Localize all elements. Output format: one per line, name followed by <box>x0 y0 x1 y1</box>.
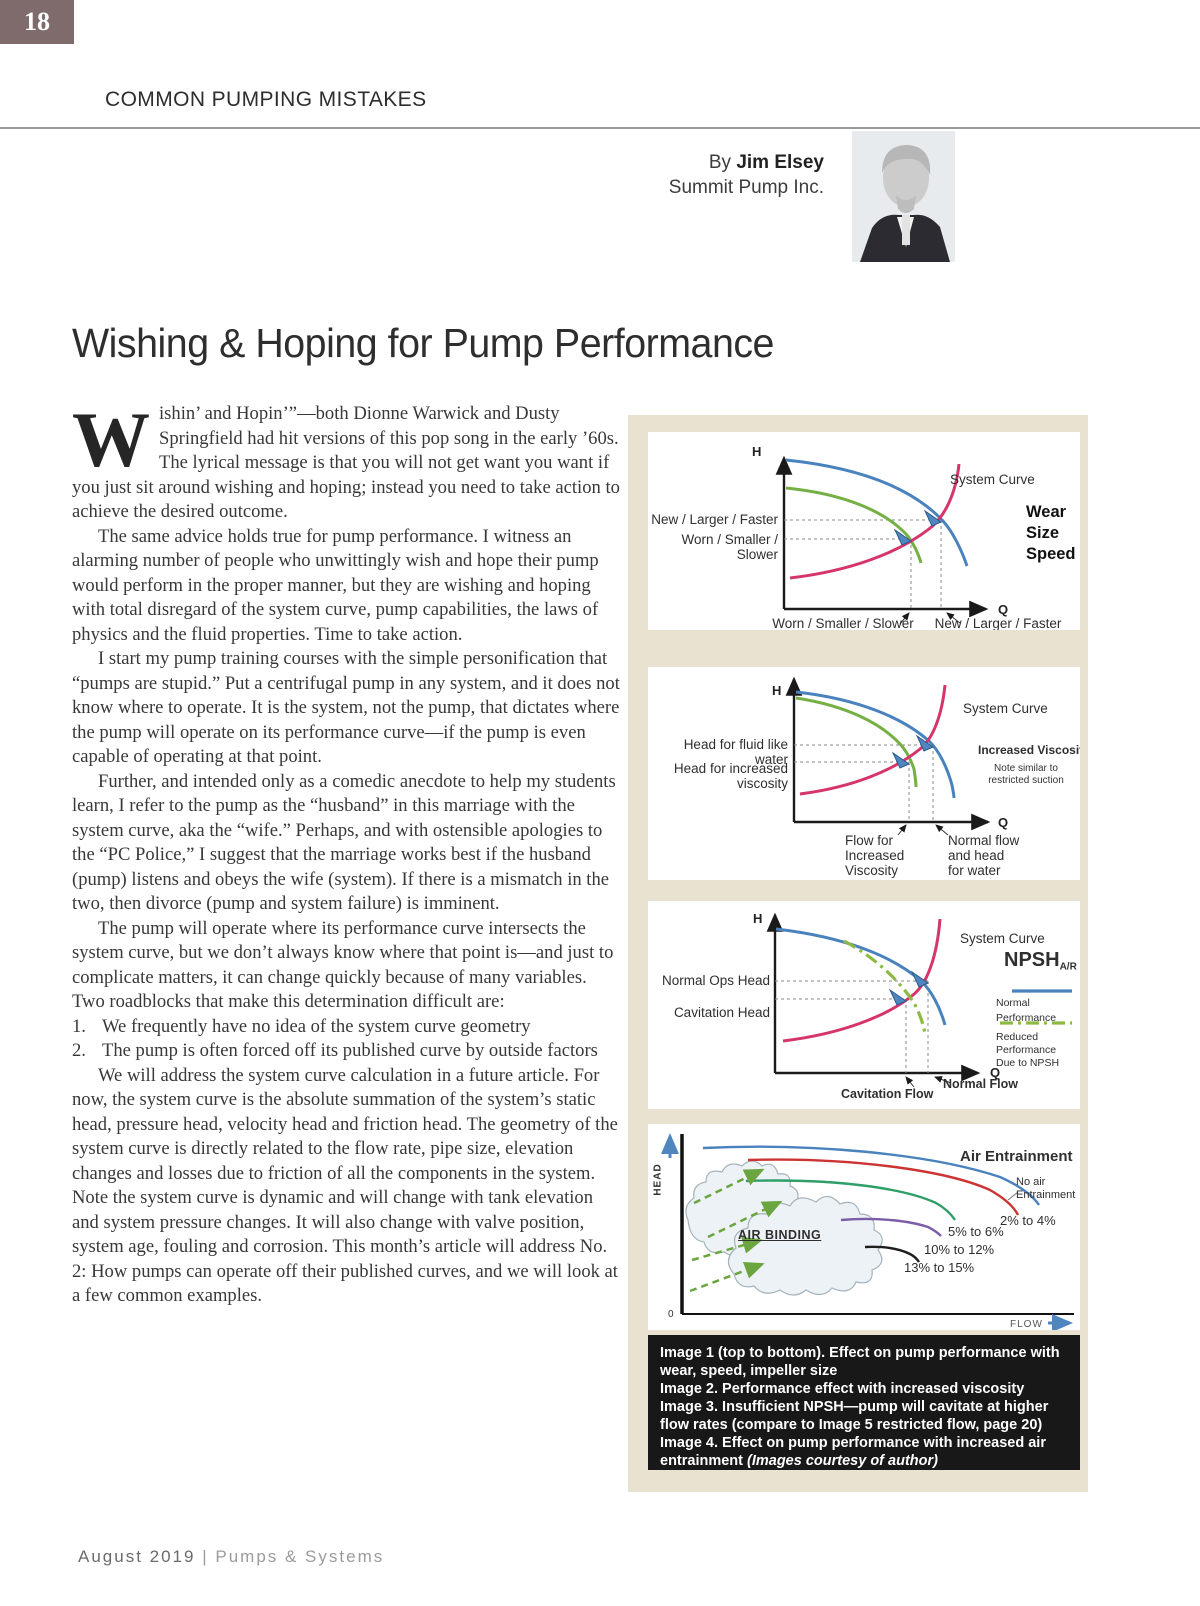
chart-npsh: H Q System Curve Normal Ops Head Cavitat… <box>648 901 1080 1109</box>
paragraph-6: We will address the system curve calcula… <box>72 1064 618 1307</box>
footer-issue: August 2019 <box>78 1547 196 1566</box>
page-number-badge: 18 <box>0 0 74 44</box>
label-normal-ops-head: Normal Ops Head <box>661 973 770 988</box>
chart-wear-size-speed: H Q System Curve New / Larger / Faster W… <box>648 432 1080 630</box>
author-photo-graphic <box>852 131 955 262</box>
label-system-curve: System Curve <box>963 701 1048 716</box>
dropcap: W <box>72 396 150 483</box>
label-5-6-percent: 5% to 6% <box>948 1224 1004 1239</box>
byline-author: Jim Elsey <box>736 152 824 173</box>
byline: By Jim Elsey Summit Pump Inc. <box>669 150 824 200</box>
label-wear-size-speed: Wear Size Speed <box>1026 503 1076 563</box>
chart-air-entrainment: Air Entrainment No air Entrainment 2% to… <box>648 1124 1080 1330</box>
label-system-curve: System Curve <box>960 931 1045 946</box>
label-npsh-title: NPSHA/R <box>1004 949 1077 973</box>
label-new-larger-faster-flow: New / Larger / Faster <box>934 616 1062 630</box>
footer-publication: Pumps & Systems <box>215 1547 385 1566</box>
label-system-curve: System Curve <box>950 472 1035 487</box>
y-axis-label: H <box>752 444 762 459</box>
page-footer: August 2019 | Pumps & Systems <box>78 1547 384 1567</box>
paragraph-2: The same advice holds true for pump perf… <box>72 525 599 645</box>
label-head-viscosity: Head for increased viscosity <box>673 761 788 791</box>
list-item-number: 2. <box>72 1040 86 1061</box>
author-photo <box>852 131 955 262</box>
caption-image-3: Image 3. Insufficient NPSH—pump will cav… <box>660 1399 1049 1433</box>
label-10-12-percent: 10% to 12% <box>924 1242 995 1257</box>
paragraph-5: The pump will operate where its performa… <box>72 917 614 1013</box>
chart-air-entrainment-plot <box>661 1133 1074 1330</box>
legend-normal-performance: Normal Performance <box>996 997 1057 1024</box>
label-normal-flow: Normal Flow <box>943 1077 1019 1091</box>
footer-separator: | <box>202 1547 209 1566</box>
origin-label: 0 <box>668 1309 674 1320</box>
y-axis-label: H <box>772 683 782 698</box>
list-item-text: The pump is often forced off its publish… <box>102 1040 598 1061</box>
label-13-15-percent: 13% to 15% <box>904 1260 975 1275</box>
label-new-larger-faster: New / Larger / Faster <box>651 512 778 527</box>
label-viscosity-note: Note similar to restricted suction <box>988 763 1064 786</box>
header-rule <box>0 127 1200 129</box>
label-worn-smaller-slower-flow: Worn / Smaller / Slower <box>772 616 914 630</box>
x-axis-label: Q <box>990 1065 1001 1080</box>
section-header: COMMON PUMPING MISTAKES <box>105 88 427 111</box>
label-cavitation-flow: Cavitation Flow <box>841 1087 934 1101</box>
x-axis-label: FLOW <box>1010 1319 1043 1330</box>
y-axis-label: HEAD <box>652 1163 664 1196</box>
label-worn-smaller-slower: Worn / Smaller / Slower <box>681 532 778 562</box>
byline-org: Summit Pump Inc. <box>668 177 824 198</box>
label-normal-flow-head-water: Normal flow and head for water <box>948 833 1020 878</box>
chart-npsh-plot <box>766 912 1072 1088</box>
list-item-text: We frequently have no idea of the system… <box>102 1015 531 1037</box>
label-increased-viscosity-title: Increased Viscosity <box>978 743 1080 757</box>
page-number: 18 <box>24 7 50 36</box>
x-axis-label: Q <box>998 815 1009 830</box>
caption-image-4: Image 4. Effect on pump performance with… <box>660 1435 1046 1469</box>
caption-image-1: Image 1 (top to bottom). Effect on pump … <box>660 1345 1060 1379</box>
label-air-entrainment-title: Air Entrainment <box>960 1148 1073 1165</box>
caption-image-2: Image 2. Performance effect with increas… <box>660 1381 1025 1397</box>
chart-increased-viscosity-plot <box>785 676 991 836</box>
label-air-binding: AIR BINDING <box>738 1228 822 1242</box>
list-item: 2. The pump is often forced off its publ… <box>72 1039 621 1064</box>
label-flow-increased-viscosity: Flow for Increased Viscosity <box>845 833 905 878</box>
label-cavitation-head: Cavitation Head <box>673 1005 770 1020</box>
paragraph-3: I start my pump training courses with th… <box>72 648 620 767</box>
list-item-number: 1. <box>72 1015 86 1037</box>
byline-prefix: By <box>708 152 732 173</box>
label-head-water: Head for fluid like water <box>683 737 788 767</box>
caption-credit: (Images courtesy of author) <box>747 1453 938 1469</box>
article-title: Wishing & Hoping for Pump Performance <box>72 320 774 367</box>
figure-caption: Image 1 (top to bottom). Effect on pump … <box>648 1335 1080 1470</box>
x-axis-label: Q <box>998 602 1009 617</box>
chart-wear-size-speed-plot <box>775 455 989 625</box>
chart-increased-viscosity: H Q System Curve Head for fluid like wat… <box>648 667 1080 880</box>
byline-author-line: By Jim Elsey <box>669 150 824 175</box>
legend-reduced-performance: Reduced Performance Due to NPSH <box>996 1031 1060 1069</box>
figure-panel: H Q System Curve New / Larger / Faster W… <box>628 415 1088 1492</box>
label-2-4-percent: 2% to 4% <box>1000 1213 1056 1228</box>
list-item: 1. We frequently have no idea of the sys… <box>72 1015 621 1040</box>
paragraph-4: Further, and intended only as a comedic … <box>72 770 616 915</box>
y-axis-label: H <box>753 911 763 926</box>
label-no-air-entrainment: No air Entrainment <box>1016 1176 1076 1201</box>
